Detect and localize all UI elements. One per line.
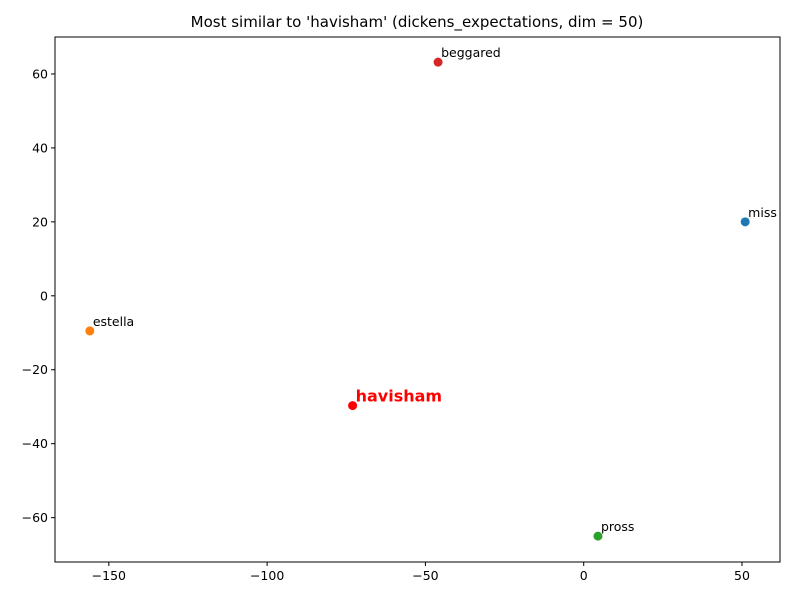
y-tick-label: −20	[22, 362, 48, 377]
point-label-pross: pross	[601, 519, 634, 534]
x-tick-label: −150	[92, 568, 126, 583]
x-tick-label: 50	[734, 568, 750, 583]
point-label-miss: miss	[748, 205, 777, 220]
plot-frame	[54, 36, 781, 563]
x-tick-label: 0	[580, 568, 588, 583]
x-tick-label: −100	[250, 568, 284, 583]
y-tick-label: 0	[40, 288, 48, 303]
data-point-beggared	[433, 57, 443, 67]
x-tick-label: −50	[412, 568, 438, 583]
y-tick-label: 40	[32, 140, 48, 155]
data-point-miss	[740, 217, 750, 227]
data-point-estella	[85, 326, 95, 336]
data-point-havisham	[348, 401, 358, 411]
point-label-estella: estella	[93, 314, 134, 329]
chart-title: Most similar to 'havisham' (dickens_expe…	[191, 13, 644, 32]
y-tick-label: 60	[32, 66, 48, 81]
point-label-havisham: havisham	[356, 387, 442, 406]
data-point-pross	[593, 531, 603, 541]
point-label-beggared: beggared	[441, 45, 501, 60]
y-tick-label: 20	[32, 214, 48, 229]
y-tick-label: −40	[22, 436, 48, 451]
y-tick-label: −60	[22, 510, 48, 525]
